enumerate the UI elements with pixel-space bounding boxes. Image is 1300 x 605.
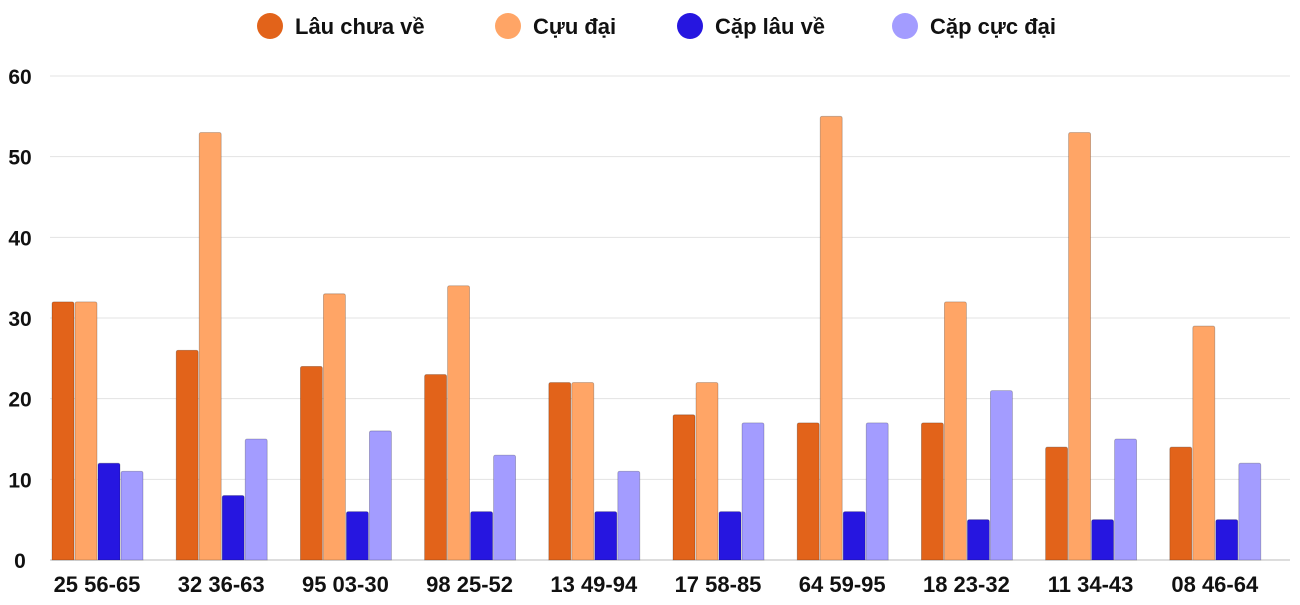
x-tick-label: 08 46-64 [1171,572,1259,597]
bar [1238,462,1262,561]
x-tick-label: 98 25-52 [426,572,513,597]
bar [967,519,990,561]
y-tick-label: 20 [8,389,31,412]
y-tick-label: 60 [8,66,31,89]
x-tick-label: 95 03-30 [302,572,389,597]
legend-swatch [892,13,918,39]
bar [617,470,641,561]
legend-swatch [677,13,703,39]
y-tick-label: 40 [8,227,31,250]
bar [990,390,1013,561]
bar [1068,132,1091,561]
x-axis: 25 56-65 32 36-63 95 03-30 98 25-52 13 49-94… [54,572,1259,597]
bar [571,382,595,561]
x-tick-label: 18 23-32 [923,572,1010,597]
legend-item[interactable]: Cặp lâu về [677,13,825,39]
bar [323,293,346,561]
bar [594,511,618,561]
x-tick-label: 32 36-63 [178,572,265,597]
gridlines [50,75,1290,561]
bar [346,511,369,561]
legend-item[interactable]: Cặp cực đại [892,13,1056,39]
bar [672,414,696,561]
x-tick-label: 64 59-95 [799,572,886,597]
bar [244,438,268,561]
bar [300,366,323,561]
bar [796,422,820,561]
x-tick-label: 13 49-94 [550,572,638,597]
bar [944,301,967,561]
bar [741,422,765,561]
y-tick-label: 50 [8,147,31,170]
bar [447,285,470,561]
bar [51,301,75,561]
bar [921,422,944,561]
legend: Lâu chưa về Cựu đại Cặp lâu về Cặp cực đại [257,13,1056,39]
x-tick-label: 17 58-85 [675,572,762,597]
bar [198,132,222,561]
legend-item[interactable]: Cựu đại [495,13,616,39]
bar [221,495,245,561]
bar [97,462,121,561]
bar [842,511,866,561]
legend-item[interactable]: Lâu chưa về [257,13,425,39]
bar [1169,446,1193,561]
legend-swatch [257,13,283,39]
y-tick-label: 10 [8,469,31,492]
legend-label: Cặp cực đại [930,14,1056,39]
bar [120,470,144,561]
bars [51,115,1262,561]
legend-label: Cựu đại [533,14,616,39]
x-tick-label: 25 56-65 [54,572,141,597]
bar [865,422,889,561]
bar [493,454,516,561]
bar [1114,438,1137,561]
bar [1215,519,1239,561]
bar [1045,446,1068,561]
bar [1091,519,1114,561]
bar [548,382,572,561]
y-tick-label: 30 [8,308,31,331]
y-axis: 0 10 20 30 40 50 60 [8,66,31,573]
bar [424,374,447,561]
bar [470,511,493,561]
bar [74,301,98,561]
bar [718,511,742,561]
legend-swatch [495,13,521,39]
bar [695,382,719,561]
bar [175,349,199,561]
x-tick-label: 11 34-43 [1048,572,1134,597]
y-tick-label: 0 [14,550,26,573]
legend-label: Cặp lâu về [715,14,825,39]
bar [369,430,392,561]
legend-label: Lâu chưa về [295,14,425,39]
bar [819,115,843,561]
bar [1192,325,1216,561]
